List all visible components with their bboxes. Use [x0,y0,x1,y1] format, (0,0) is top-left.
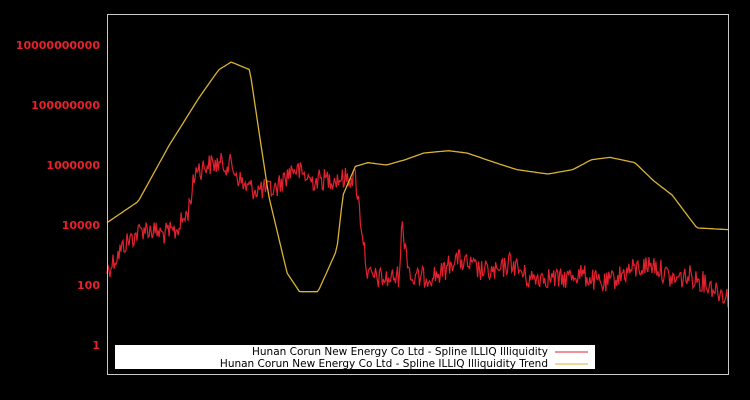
y-tick-label: 10000000000 [16,39,101,52]
legend-label-trend: Hunan Corun New Energy Co Ltd - Spline I… [220,358,548,370]
y-tick-label: 100000000 [31,99,100,112]
plot-frame [107,14,729,375]
y-tick-label: 10000 [62,219,101,232]
y-axis: 1 100 10000 1000000 100000000 10000000000 [16,39,101,352]
y-tick-label: 100 [77,279,100,292]
plot-area [106,61,729,308]
y-tick-label: 1 [92,339,100,352]
legend: Hunan Corun New Energy Co Ltd - Spline I… [115,345,595,370]
illiquidity-line [106,153,729,308]
legend-label-illiquidity: Hunan Corun New Energy Co Ltd - Spline I… [252,346,548,358]
trend-line [106,61,729,293]
y-tick-label: 1000000 [46,159,100,172]
legend-box [115,345,595,369]
